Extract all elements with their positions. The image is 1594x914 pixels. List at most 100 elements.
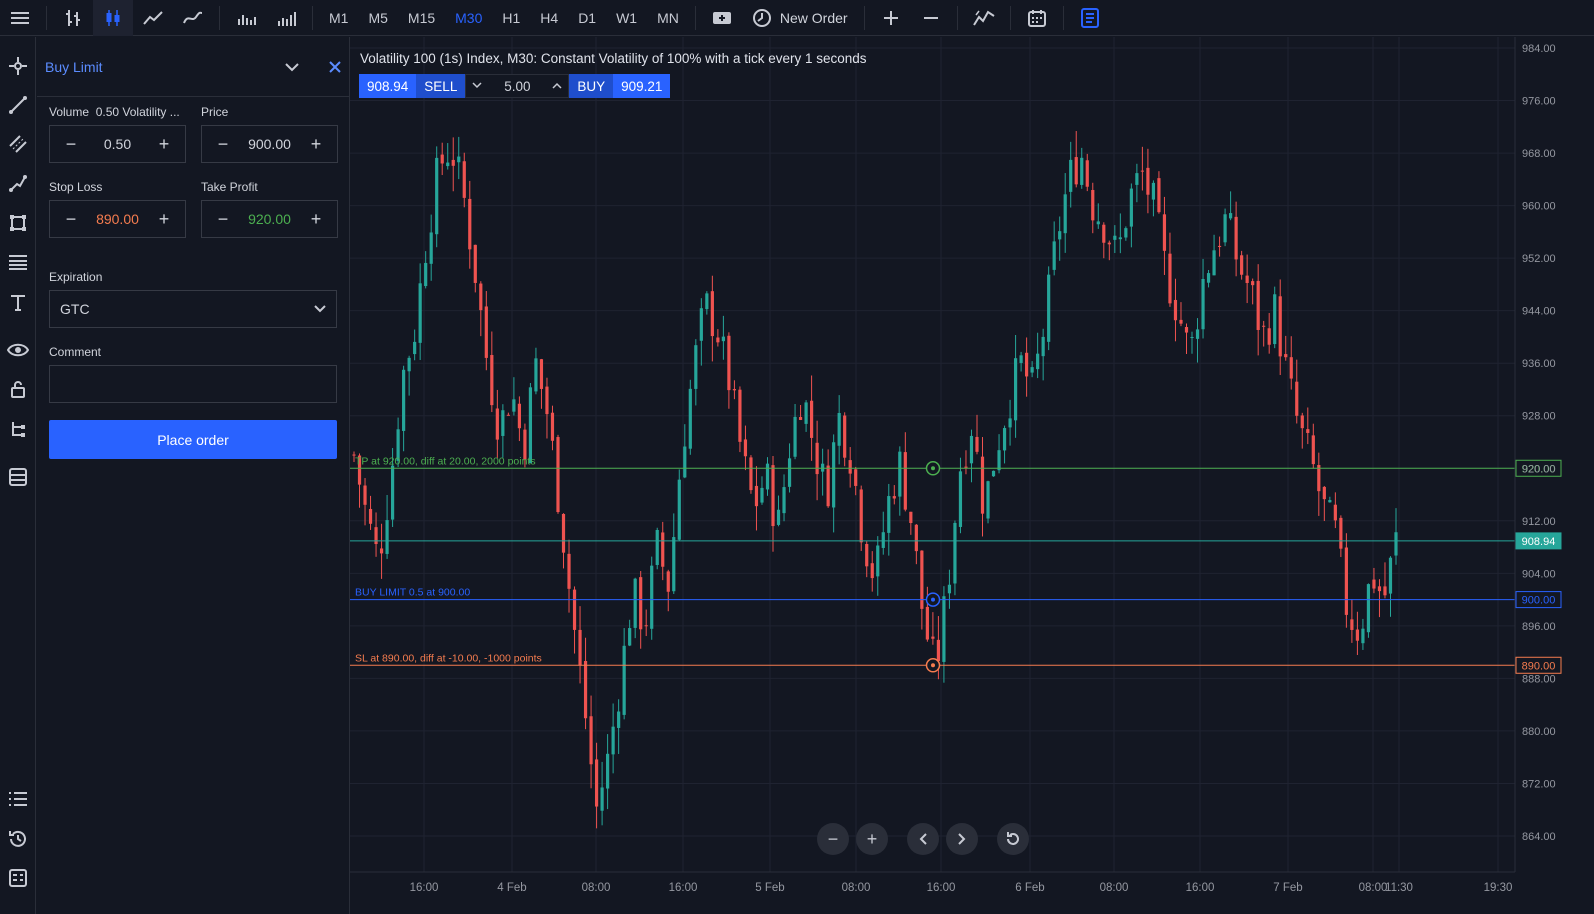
- volume-increase-button[interactable]: +: [158, 133, 170, 154]
- stop-loss-decrease-button[interactable]: −: [65, 208, 77, 229]
- eye-icon[interactable]: [0, 335, 36, 365]
- line-chart-type-icon[interactable]: [133, 0, 173, 36]
- candle-body: [1146, 167, 1150, 195]
- volume-value[interactable]: 0.50: [103, 136, 132, 152]
- comment-input[interactable]: [49, 365, 337, 403]
- timeframe-m15[interactable]: M15: [407, 9, 436, 26]
- volume-decrease-button[interactable]: −: [65, 133, 77, 154]
- chart-scroll-left-button[interactable]: [907, 823, 939, 855]
- trend-line-icon[interactable]: [0, 90, 36, 120]
- close-icon[interactable]: [329, 60, 341, 73]
- candle-body: [821, 463, 825, 472]
- order-type-select[interactable]: Buy Limit: [45, 58, 103, 75]
- one-click-trading-icon[interactable]: [702, 0, 742, 36]
- candle-body: [1162, 214, 1167, 251]
- chart-reset-button[interactable]: [997, 823, 1029, 855]
- take-profit-line-drag-handle[interactable]: [925, 461, 941, 476]
- candle-body: [1355, 629, 1360, 641]
- price-value[interactable]: 900.00: [248, 136, 291, 152]
- zoom-out-icon[interactable]: [911, 0, 951, 36]
- stop-loss-line-drag-handle[interactable]: [925, 658, 941, 673]
- histogram-indicator-icon[interactable]: [266, 0, 306, 36]
- expiration-select[interactable]: GTC: [49, 290, 337, 328]
- divider: [219, 5, 220, 30]
- chevron-down-icon[interactable]: [472, 82, 482, 90]
- take-profit-value[interactable]: 920.00: [248, 211, 291, 227]
- bar-chart-type-icon[interactable]: [53, 0, 93, 36]
- candlestick-chart-type-icon[interactable]: [93, 0, 133, 36]
- timeframe-m1[interactable]: M1: [329, 9, 349, 26]
- new-order-button[interactable]: New Order: [742, 8, 858, 28]
- timeframe-h4[interactable]: H4: [540, 9, 559, 26]
- candle-body: [1344, 547, 1348, 615]
- timeframe-m5[interactable]: M5: [368, 9, 388, 26]
- candle-body: [688, 388, 692, 449]
- x-tick-label: 08:00: [582, 882, 611, 894]
- take-profit-increase-button[interactable]: +: [310, 208, 322, 229]
- candle-body: [1206, 273, 1211, 283]
- chart-scroll-right-button[interactable]: [946, 823, 978, 855]
- buy-price[interactable]: 909.21: [613, 74, 671, 98]
- buy-button[interactable]: BUY: [569, 74, 614, 98]
- zoom-in-icon[interactable]: [871, 0, 911, 36]
- trade-volume-value[interactable]: 5.00: [504, 78, 531, 94]
- candle-body: [1113, 235, 1117, 240]
- candle-body: [473, 244, 477, 283]
- timeframe-mn[interactable]: MN: [657, 9, 679, 26]
- history-icon[interactable]: [0, 824, 36, 854]
- rectangle-tool-icon[interactable]: [0, 208, 36, 238]
- price-chart[interactable]: TP at 920.00, diff at 20.00, 2000 points…: [350, 37, 1594, 914]
- lock-icon[interactable]: [0, 374, 36, 404]
- candle-body: [644, 625, 648, 627]
- parallel-channel-icon[interactable]: [0, 129, 36, 159]
- candle-body: [848, 460, 852, 474]
- y-tick-label: 960.00: [1522, 201, 1556, 213]
- candle-body: [694, 345, 698, 389]
- object-tree-icon[interactable]: [0, 414, 36, 444]
- stop-loss-increase-button[interactable]: +: [158, 208, 170, 229]
- menu-icon[interactable]: [0, 0, 40, 36]
- area-chart-type-icon[interactable]: [173, 0, 213, 36]
- timeframe-w1[interactable]: W1: [616, 9, 638, 26]
- chart-area[interactable]: TP at 920.00, diff at 20.00, 2000 points…: [350, 37, 1594, 914]
- place-order-button[interactable]: Place order: [49, 420, 337, 459]
- candle-body: [1190, 337, 1194, 339]
- candle-body: [418, 283, 422, 343]
- candle-body: [1124, 228, 1128, 238]
- sell-price[interactable]: 908.94: [359, 74, 417, 98]
- x-tick-label: 6 Feb: [1015, 882, 1044, 894]
- timeframe-h1[interactable]: H1: [502, 9, 521, 26]
- chevron-down-icon[interactable]: [285, 62, 299, 72]
- price-decrease-button[interactable]: −: [217, 133, 229, 154]
- timeframe-m30[interactable]: M30: [455, 9, 483, 26]
- candle-body: [1013, 358, 1018, 421]
- price-increase-button[interactable]: +: [310, 133, 322, 154]
- crosshair-icon[interactable]: [0, 51, 36, 81]
- buy-limit-line-drag-handle[interactable]: [925, 592, 941, 607]
- take-profit-decrease-button[interactable]: −: [217, 208, 229, 229]
- chevron-up-icon[interactable]: [552, 82, 562, 90]
- candle-body: [738, 389, 742, 442]
- candle-body: [1096, 221, 1100, 225]
- chart-zoom-in-button[interactable]: +: [856, 823, 888, 855]
- positions-list-icon[interactable]: [0, 784, 36, 814]
- fibonacci-icon[interactable]: [0, 247, 36, 277]
- order-panel-icon[interactable]: [1070, 0, 1110, 36]
- svg-text:890.00: 890.00: [1522, 660, 1556, 672]
- calendar-icon[interactable]: [1017, 0, 1057, 36]
- candle-body: [1322, 486, 1326, 500]
- stop-loss-value[interactable]: 890.00: [96, 211, 139, 227]
- chart-zoom-out-button[interactable]: −: [817, 823, 849, 855]
- watchlist-icon[interactable]: [0, 462, 36, 492]
- path-tool-icon[interactable]: [0, 168, 36, 198]
- x-tick-label: 11:30: [1385, 882, 1413, 894]
- y-tick-label: 984.00: [1522, 43, 1556, 55]
- timeframe-d1[interactable]: D1: [578, 9, 597, 26]
- account-summary-icon[interactable]: [0, 863, 36, 893]
- volume-indicator-icon[interactable]: [226, 0, 266, 36]
- indicators-icon[interactable]: [964, 0, 1004, 36]
- current-price-line-price-tag: 908.94: [1515, 532, 1562, 550]
- svg-text:908.94: 908.94: [1522, 536, 1556, 548]
- text-tool-icon[interactable]: [0, 287, 36, 317]
- sell-button[interactable]: SELL: [416, 74, 466, 98]
